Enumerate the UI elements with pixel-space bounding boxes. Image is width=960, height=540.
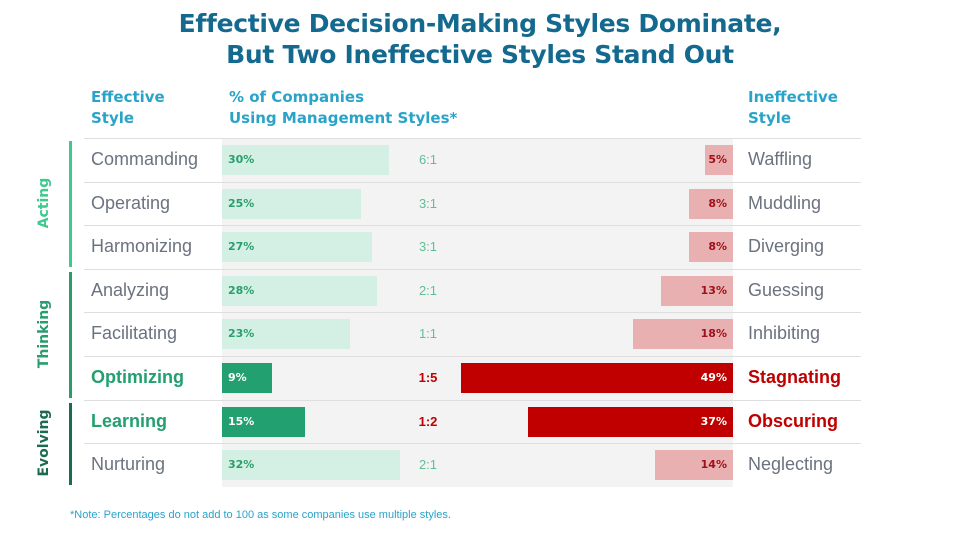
percent-header-line-2: Using Management Styles* <box>229 109 458 127</box>
row-separator <box>84 356 861 357</box>
row-separator <box>84 312 861 313</box>
ineffective-bar-value: 5% <box>708 153 727 166</box>
effective-bar: 32% <box>222 450 400 480</box>
ineffective-bar-value: 8% <box>708 197 727 210</box>
ineffective-bar-value: 37% <box>700 415 727 428</box>
ratio-label: 1:2 <box>418 414 438 429</box>
effective-style-label: Harmonizing <box>91 236 193 256</box>
ineffective-bar: 5% <box>705 145 733 175</box>
effective-bar-value: 9% <box>228 371 247 384</box>
ineffective-bar: 18% <box>633 319 733 349</box>
effective-bar: 27% <box>222 232 372 262</box>
effective-style-label: Learning <box>91 411 168 431</box>
effective-style-label: Commanding <box>91 149 199 169</box>
ratio-label: 1:1 <box>418 326 438 341</box>
chart-title: Effective Decision-Making Styles Dominat… <box>0 8 960 70</box>
ratio-label: 3:1 <box>418 196 438 211</box>
effective-bar: 28% <box>222 276 377 306</box>
group-label-evolving: Evolving <box>36 409 52 477</box>
ratio-label: 2:1 <box>418 457 438 472</box>
ineffective-style-label: Diverging <box>748 236 825 256</box>
ratio-label: 2:1 <box>418 283 438 298</box>
ineffective-bar-value: 13% <box>700 284 727 297</box>
ineffective-style-label: Inhibiting <box>748 323 821 343</box>
ratio-label: 6:1 <box>418 152 438 167</box>
percent-header-line-1: % of Companies <box>229 88 365 106</box>
effective-bar-value: 27% <box>228 240 255 253</box>
ineffective-bar: 8% <box>689 189 733 219</box>
effective-bar-value: 23% <box>228 327 255 340</box>
ineffective-bar-value: 18% <box>700 327 727 340</box>
effective-style-header: Effective Style <box>91 87 165 129</box>
ratio-label: 1:5 <box>418 370 438 385</box>
ineffective-bar: 14% <box>655 450 733 480</box>
effective-bar: 25% <box>222 189 361 219</box>
ineffective-bar-value: 8% <box>708 240 727 253</box>
effective-bar: 15% <box>222 407 305 437</box>
effective-bar-value: 15% <box>228 415 255 428</box>
group-label-thinking: Thinking <box>36 299 52 369</box>
row-separator <box>84 443 861 444</box>
ineffective-header-line-2: Style <box>748 109 792 127</box>
effective-bar-value: 28% <box>228 284 255 297</box>
group-bar-evolving <box>69 403 72 485</box>
row-separator <box>84 225 861 226</box>
title-line-2: But Two Ineffective Styles Stand Out <box>226 40 734 69</box>
ineffective-bar-value: 49% <box>700 371 727 384</box>
effective-style-label: Optimizing <box>91 367 184 387</box>
ineffective-bar: 37% <box>528 407 733 437</box>
ineffective-style-header: Ineffective Style <box>748 87 838 129</box>
effective-bar: 23% <box>222 319 350 349</box>
ineffective-style-label: Muddling <box>748 193 822 213</box>
ineffective-style-label: Waffling <box>748 149 813 169</box>
ineffective-bar: 13% <box>661 276 733 306</box>
group-label-acting: Acting <box>36 177 52 229</box>
row-separator <box>84 400 861 401</box>
header-separator <box>84 138 861 139</box>
effective-bar-value: 32% <box>228 458 255 471</box>
ineffective-bar: 49% <box>461 363 733 393</box>
title-line-1: Effective Decision-Making Styles Dominat… <box>178 9 782 38</box>
ineffective-bar-value: 14% <box>700 458 727 471</box>
effective-bar-value: 30% <box>228 153 255 166</box>
effective-style-label: Operating <box>91 193 171 213</box>
row-separator <box>84 269 861 270</box>
effective-bar: 9% <box>222 363 272 393</box>
effective-bar-value: 25% <box>228 197 255 210</box>
effective-style-label: Facilitating <box>91 323 178 343</box>
group-bar-thinking <box>69 272 72 398</box>
group-bar-acting <box>69 141 72 267</box>
effective-header-line-2: Style <box>91 109 135 127</box>
ratio-label: 3:1 <box>418 239 438 254</box>
percent-header: % of Companies Using Management Styles* <box>229 87 457 129</box>
effective-style-label: Analyzing <box>91 280 170 300</box>
effective-header-line-1: Effective <box>91 88 165 106</box>
ineffective-style-label: Stagnating <box>748 367 841 387</box>
footnote: *Note: Percentages do not add to 100 as … <box>70 509 451 521</box>
row-separator <box>84 182 861 183</box>
effective-style-label: Nurturing <box>91 454 166 474</box>
ineffective-style-label: Guessing <box>748 280 825 300</box>
ineffective-bar: 8% <box>689 232 733 262</box>
effective-bar: 30% <box>222 145 389 175</box>
ineffective-style-label: Obscuring <box>748 411 839 431</box>
ineffective-header-line-1: Ineffective <box>748 88 838 106</box>
ineffective-style-label: Neglecting <box>748 454 834 474</box>
